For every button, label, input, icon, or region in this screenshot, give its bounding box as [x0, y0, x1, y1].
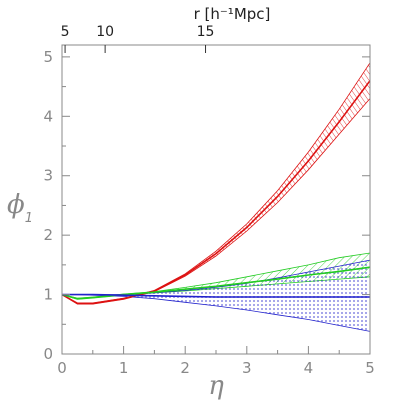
series-line-red	[61, 80, 371, 305]
series-lines	[61, 80, 371, 305]
series-line-green	[61, 266, 371, 300]
y-tick-label: 2	[43, 226, 53, 244]
y-tick-label: 0	[43, 345, 53, 363]
x-tick-label: 3	[242, 359, 252, 377]
x-tick-label: 4	[304, 359, 314, 377]
top-axis-label: r [h⁻¹Mpc]	[194, 5, 271, 23]
series-line-blue	[62, 293, 370, 298]
y-tick-label: 3	[43, 167, 53, 185]
y-tick-label: 4	[43, 107, 53, 125]
y-tick-label: 1	[43, 286, 53, 304]
band-blue	[62, 260, 370, 332]
y-axis-label: ϕ1	[7, 190, 33, 226]
top-tick-label: 5	[61, 24, 70, 40]
x-tick-label: 5	[365, 359, 375, 377]
x-tick-label: 0	[57, 359, 67, 377]
x-axis-label: η	[208, 371, 224, 401]
x-tick-label: 1	[119, 359, 129, 377]
top-tick-label: 15	[197, 24, 215, 40]
uncertainty-bands	[61, 62, 371, 332]
top-tick-label: 10	[96, 24, 114, 40]
x-tick-label: 2	[180, 359, 190, 377]
y-tick-label: 5	[43, 48, 53, 66]
